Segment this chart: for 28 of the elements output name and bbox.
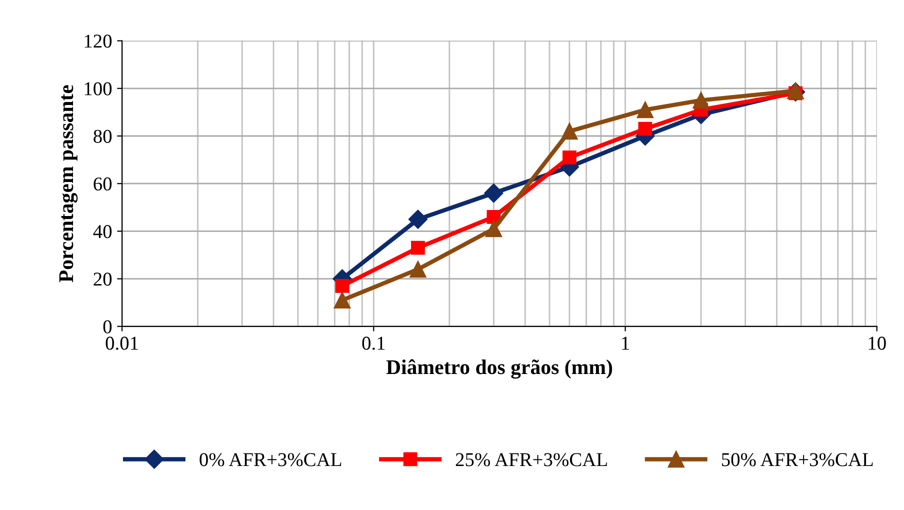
y-tick-label: 60 xyxy=(94,177,112,191)
y-tick-label: 120 xyxy=(84,34,112,48)
point xyxy=(562,150,576,164)
legend-label: 25% AFR+3%CAL xyxy=(456,453,607,466)
point xyxy=(411,240,425,255)
y-tick-label: 40 xyxy=(93,225,112,238)
y-tick-label: 100 xyxy=(84,82,112,96)
point xyxy=(485,220,502,238)
point xyxy=(408,210,428,229)
y-tick-label: 80 xyxy=(94,130,112,143)
x-tick-label: 10 xyxy=(868,336,886,350)
x-axis-title: Diâmetro dos grãos (mm) xyxy=(386,359,612,379)
point xyxy=(638,122,652,136)
legend-label: 50% AFR+3%CAL xyxy=(722,453,873,466)
point xyxy=(410,260,426,278)
point xyxy=(561,122,578,140)
point xyxy=(334,292,351,309)
y-axis-title: Porcentagem passante xyxy=(59,85,78,282)
y-tick-label: 20 xyxy=(94,272,112,286)
x-tick-label: 1 xyxy=(622,336,629,350)
x-tick-label: 0.01 xyxy=(106,336,138,350)
point xyxy=(335,278,350,293)
y-tick-label: 0 xyxy=(103,320,112,334)
point xyxy=(787,82,804,100)
point xyxy=(484,184,504,203)
x-tick-label: 0.1 xyxy=(362,336,385,350)
point xyxy=(636,101,654,118)
legend-label: 0% AFR+3%CAL xyxy=(200,453,342,466)
